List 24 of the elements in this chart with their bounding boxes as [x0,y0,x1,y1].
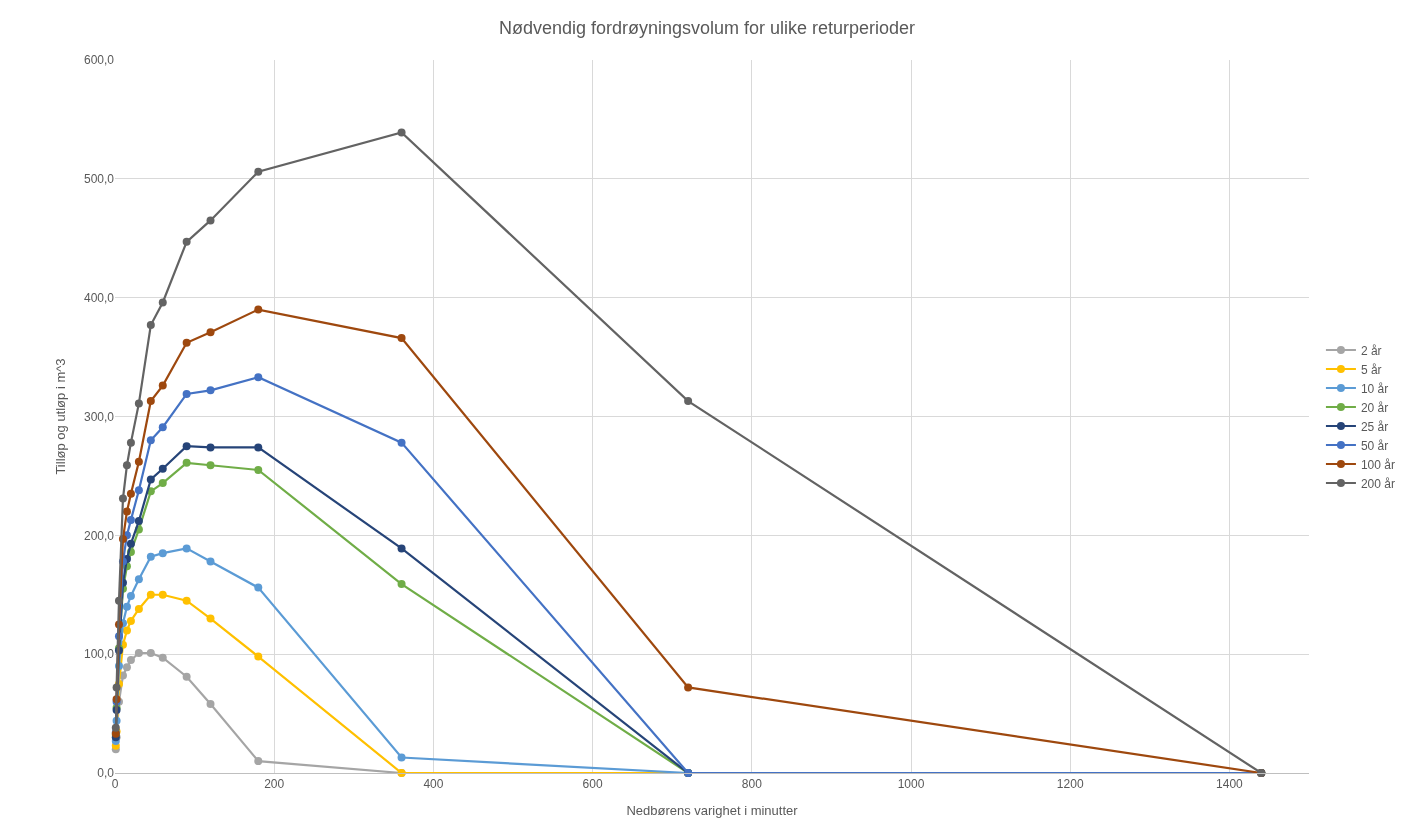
y-tick-label: 400,0 [83,290,115,305]
chart-title: Nødvendig fordrøyningsvolum for ulike returperioder [498,17,916,38]
x-axis-title: Nedbørens varighet i minutter [626,803,799,818]
x-tick-label: 600 [582,777,603,792]
y-tick-label: 200,0 [83,528,115,543]
legend-label: 2 år [1360,343,1382,358]
y-tick-label: 600,0 [83,53,115,68]
y-axis-title: Tilløp og utløp i m^3 [52,358,68,475]
x-tick-label: 1200 [1056,777,1084,792]
legend-label: 5 år [1360,362,1382,377]
x-tick-label: 1000 [897,777,925,792]
x-tick-label: 200 [264,777,285,792]
legend-label: 50 år [1360,438,1389,453]
y-tick-label: 500,0 [83,172,115,187]
legend-label: 200 år [1360,476,1395,491]
legend-label: 25 år [1360,419,1389,434]
legend-label: 10 år [1360,381,1389,396]
x-tick-label: 800 [741,777,763,792]
y-tick-label: 100,0 [83,647,115,662]
legend-label: 100 år [1360,457,1395,472]
x-tick-label: 1400 [1216,777,1244,792]
x-tick-label: 400 [423,777,444,792]
y-tick-label: 300,0 [83,409,115,424]
legend-label: 20 år [1360,400,1389,415]
